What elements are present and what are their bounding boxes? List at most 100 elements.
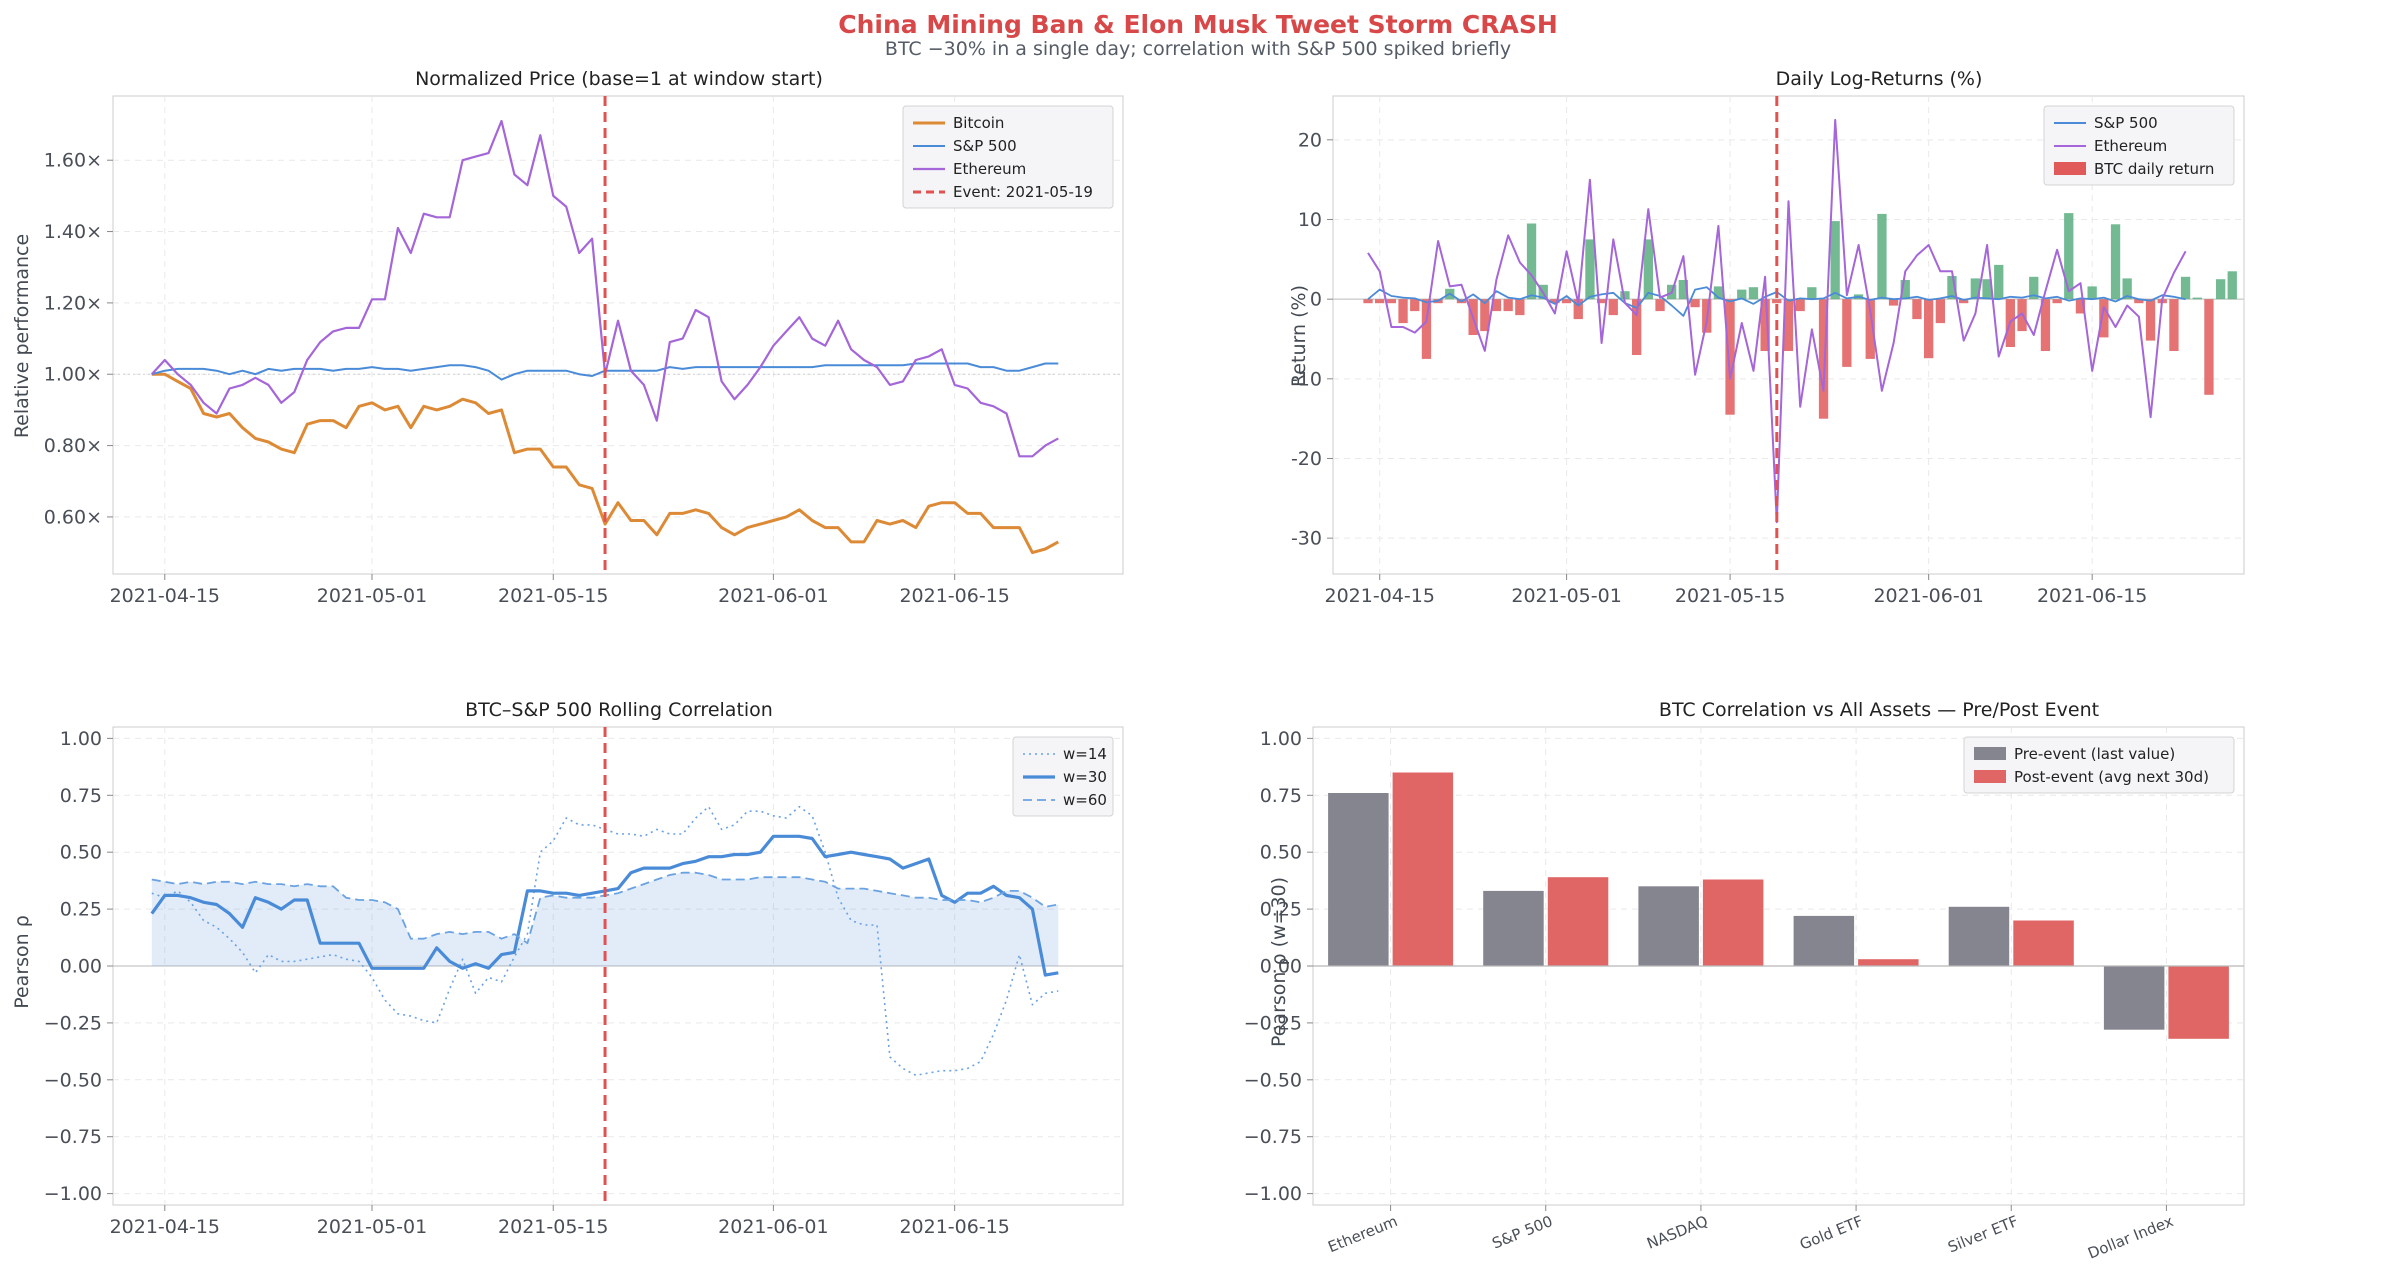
price-y-label: Relative performance bbox=[11, 234, 33, 438]
rolling-legend-label: w=14 bbox=[1063, 745, 1107, 763]
figure-title: China Mining Ban & Elon Musk Tweet Storm… bbox=[838, 10, 1558, 39]
btc-return-bar bbox=[1573, 299, 1583, 320]
rolling-y-tick-label: 0.50 bbox=[60, 842, 102, 864]
rolling-panel-title: BTC–S&P 500 Rolling Correlation bbox=[465, 699, 773, 721]
assets-y-tick-label: 0.50 bbox=[1260, 842, 1302, 864]
btc-return-bar bbox=[2029, 276, 2039, 300]
price-y-tick-label: 1.60× bbox=[44, 150, 102, 172]
btc-return-bar bbox=[2110, 224, 2121, 300]
price-legend-label: S&P 500 bbox=[953, 137, 1017, 155]
rolling-y-tick-label: 0.75 bbox=[60, 785, 102, 807]
price-y-tick-label: 0.60× bbox=[44, 506, 102, 528]
btc-return-bar bbox=[2052, 299, 2062, 304]
returns-legend-box bbox=[2043, 105, 2235, 186]
rolling-y-tick-label: 0.00 bbox=[60, 956, 102, 978]
assets-bar-pre bbox=[1328, 793, 1389, 966]
returns-series-ethereum bbox=[1367, 118, 2187, 524]
btc-return-bar bbox=[1830, 221, 1840, 300]
returns-y-tick-label: -30 bbox=[1291, 528, 1322, 550]
returns-legend-swatch bbox=[2054, 162, 2086, 175]
btc-return-bar bbox=[1959, 299, 1969, 304]
assets-bar-pre bbox=[2103, 966, 2165, 1030]
assets-bar-post bbox=[2168, 966, 2229, 1039]
price-y-tick-label: 1.20× bbox=[44, 292, 102, 314]
btc-return-bar bbox=[1807, 287, 1817, 300]
returns-x-tick-label: 2021-06-15 bbox=[2037, 585, 2147, 607]
btc-return-bar bbox=[1783, 299, 1794, 351]
price-series-bitcoin bbox=[151, 372, 1060, 555]
btc-return-bar bbox=[1737, 289, 1747, 300]
returns-x-tick-label: 2021-05-15 bbox=[1675, 585, 1785, 607]
btc-return-bar bbox=[1410, 299, 1420, 312]
btc-return-bar bbox=[1526, 223, 1537, 300]
assets-bar-post bbox=[2013, 920, 2074, 966]
btc-return-bar bbox=[1924, 299, 1934, 359]
price-x-tick-label: 2021-05-01 bbox=[317, 585, 427, 607]
btc-return-bar bbox=[2192, 297, 2202, 300]
btc-return-bar bbox=[1597, 299, 1607, 304]
rolling-x-tick-label: 2021-06-01 bbox=[718, 1216, 828, 1238]
btc-return-bar bbox=[2099, 299, 2109, 338]
returns-y-tick-label: -20 bbox=[1291, 448, 1322, 470]
btc-return-bar bbox=[1818, 299, 1829, 419]
btc-return-bar bbox=[2180, 276, 2191, 300]
rolling-y-tick-label: 0.25 bbox=[60, 899, 102, 921]
price-legend-label: Ethereum bbox=[953, 160, 1026, 178]
assets-category-label: Ethereum bbox=[1325, 1212, 1400, 1256]
rolling-y-tick-label: −1.00 bbox=[44, 1183, 102, 1205]
assets-y-tick-label: 0.75 bbox=[1260, 785, 1302, 807]
btc-return-bar bbox=[1585, 239, 1595, 300]
returns-y-tick-label: 10 bbox=[1298, 209, 1322, 231]
assets-category-label: NASDAQ bbox=[1644, 1212, 1710, 1253]
btc-return-bar bbox=[1421, 299, 1432, 359]
btc-return-bar bbox=[1643, 239, 1653, 300]
returns-x-tick-label: 2021-05-01 bbox=[1511, 585, 1621, 607]
price-panel-title: Normalized Price (base=1 at window start… bbox=[415, 68, 823, 90]
btc-return-bar bbox=[2122, 278, 2132, 300]
returns-y-tick-label: 20 bbox=[1298, 129, 1322, 151]
btc-return-bar bbox=[1994, 264, 2004, 300]
returns-x-tick-label: 2021-04-15 bbox=[1325, 585, 1435, 607]
assets-category-label: Silver ETF bbox=[1945, 1212, 2021, 1256]
btc-return-bar bbox=[2064, 213, 2074, 300]
btc-return-bar bbox=[2134, 299, 2144, 304]
figure-subtitle: BTC −30% in a single day; correlation wi… bbox=[885, 38, 1511, 60]
btc-return-bar bbox=[1655, 299, 1665, 312]
assets-y-tick-label: −0.75 bbox=[1244, 1126, 1302, 1148]
btc-return-bar bbox=[1363, 299, 1373, 304]
btc-return-bar bbox=[1491, 299, 1502, 312]
btc-return-bar bbox=[2169, 299, 2179, 351]
price-legend-label: Event: 2021-05-19 bbox=[953, 183, 1093, 201]
btc-return-bar bbox=[1678, 280, 1688, 300]
btc-return-bar bbox=[2145, 299, 2156, 341]
btc-return-bar bbox=[1725, 299, 1735, 415]
price-x-tick-label: 2021-06-15 bbox=[899, 585, 1009, 607]
rolling-y-label: Pearson ρ bbox=[11, 915, 33, 1009]
assets-y-tick-label: −1.00 bbox=[1244, 1183, 1302, 1205]
rolling-y-tick-label: −0.25 bbox=[44, 1012, 102, 1034]
assets-category-label: Dollar Index bbox=[2085, 1212, 2176, 1263]
panel-assets: BTC Correlation vs All Assets — Pre/Post… bbox=[1244, 699, 2245, 1263]
btc-return-bar bbox=[1865, 299, 1875, 359]
panel-rolling: BTC–S&P 500 Rolling Correlation Pearson … bbox=[11, 699, 1124, 1238]
price-x-tick-label: 2021-04-15 bbox=[110, 585, 220, 607]
btc-return-bar bbox=[1608, 299, 1618, 316]
assets-panel-title: BTC Correlation vs All Assets — Pre/Post… bbox=[1659, 699, 2099, 721]
btc-return-bar bbox=[2216, 279, 2226, 300]
btc-return-bar bbox=[1632, 299, 1642, 355]
assets-y-tick-label: 1.00 bbox=[1260, 728, 1302, 750]
returns-y-tick-label: -10 bbox=[1291, 368, 1322, 390]
assets-category-label: S&P 500 bbox=[1489, 1212, 1555, 1253]
assets-legend-swatch bbox=[1974, 770, 2006, 783]
assets-legend-label: Pre-event (last value) bbox=[2014, 745, 2175, 763]
rolling-x-tick-label: 2021-04-15 bbox=[110, 1216, 220, 1238]
rolling-x-tick-label: 2021-05-01 bbox=[317, 1216, 427, 1238]
assets-y-tick-label: 0.25 bbox=[1260, 899, 1302, 921]
panel-returns: Daily Log-Returns (%) Return (%) -30 -20 -… bbox=[1288, 68, 2245, 607]
price-y-tick-label: 1.00× bbox=[44, 364, 102, 386]
btc-return-bar bbox=[1375, 299, 1385, 304]
btc-return-bar bbox=[2087, 286, 2097, 300]
btc-return-bar bbox=[2204, 299, 2214, 395]
btc-return-bar bbox=[1398, 299, 1408, 324]
rolling-y-tick-label: −0.50 bbox=[44, 1069, 102, 1091]
